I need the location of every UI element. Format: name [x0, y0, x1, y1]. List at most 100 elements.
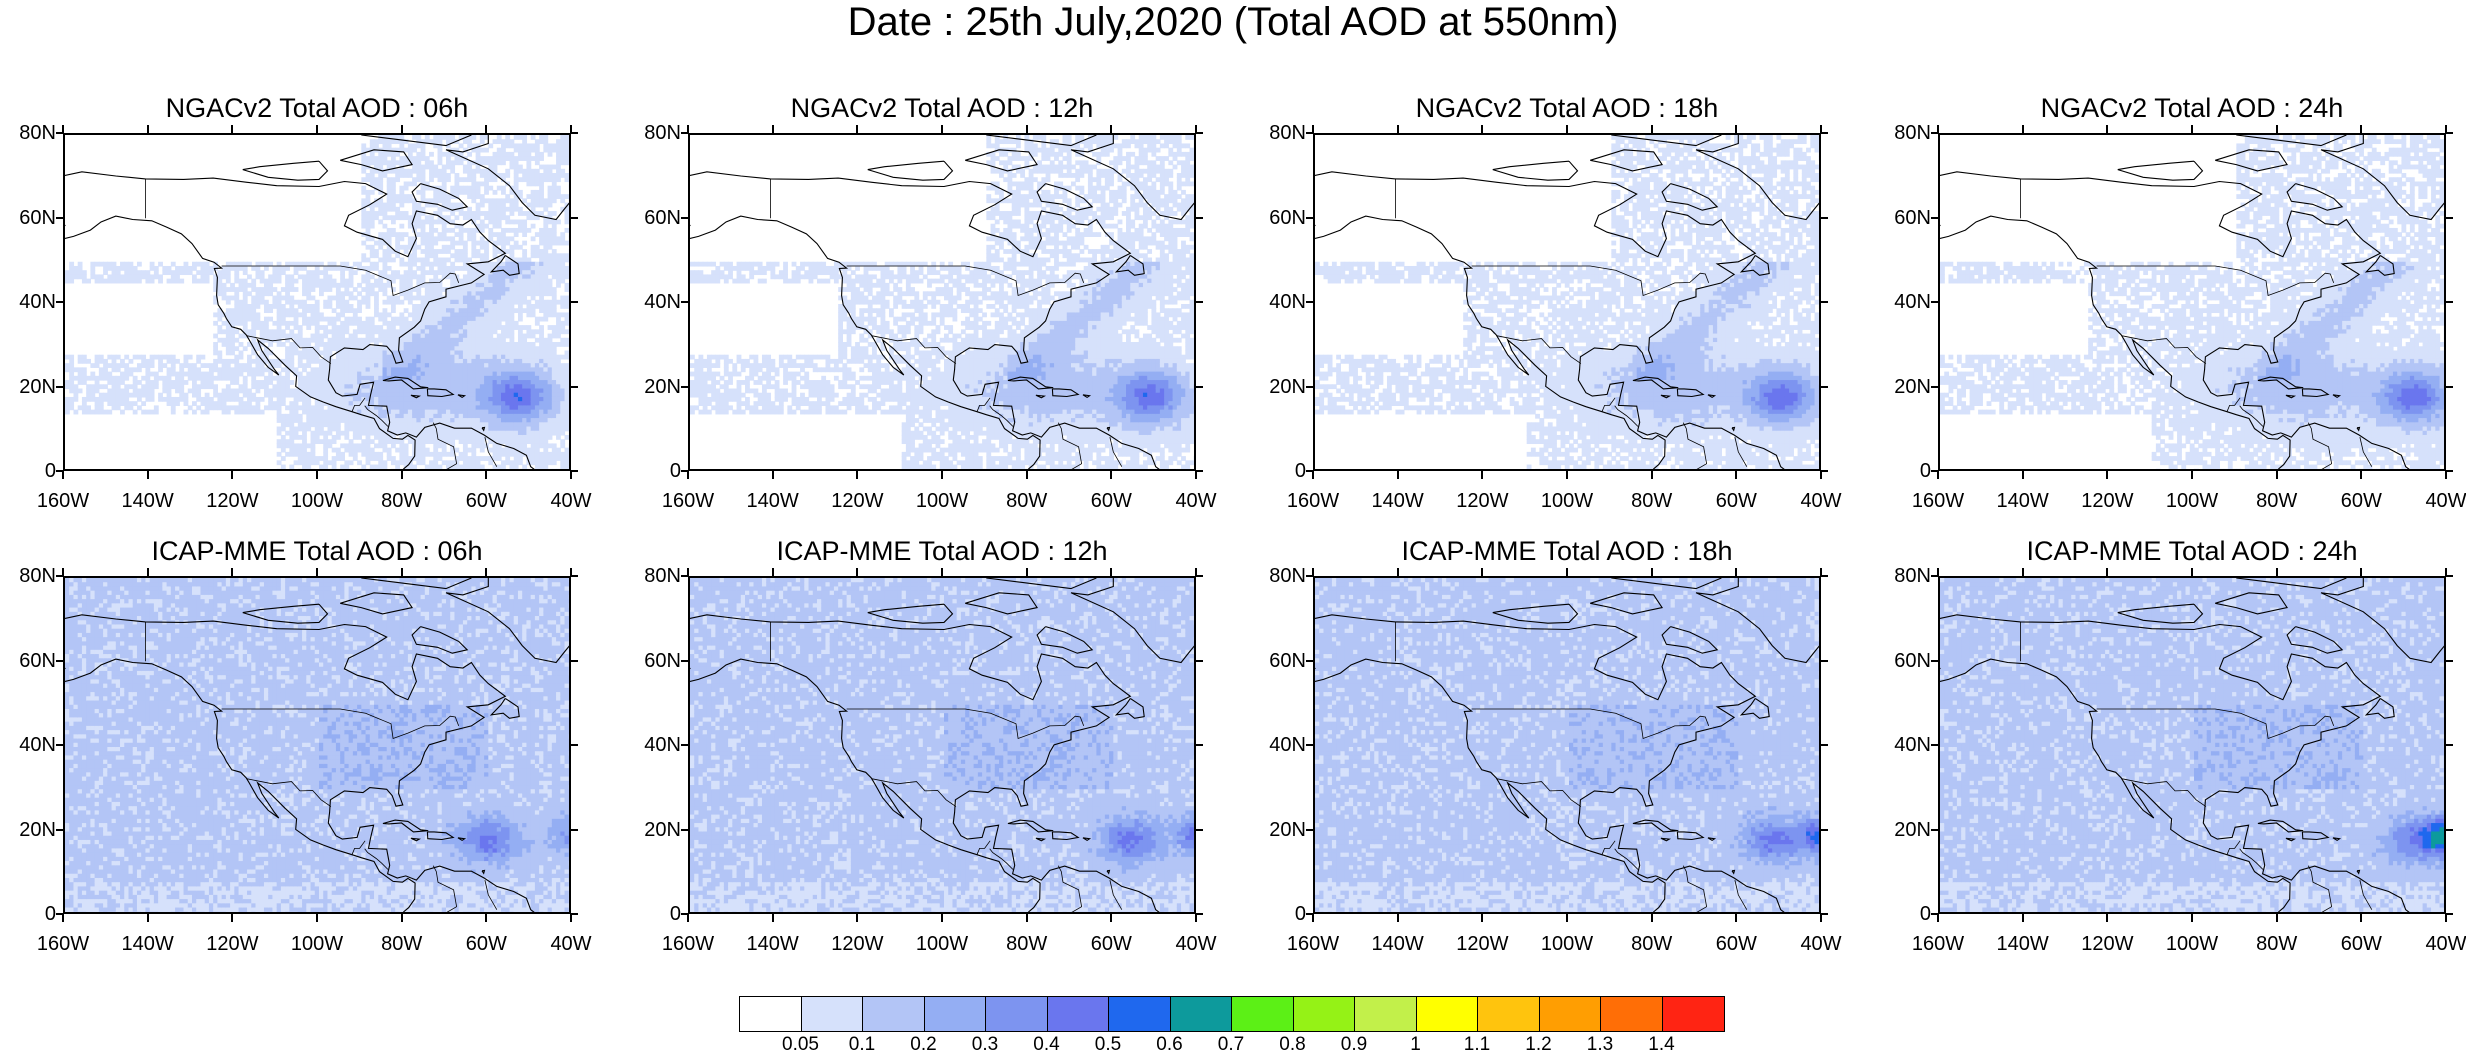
longitude-tick-label: 40W	[1781, 934, 1861, 954]
latitude-tick	[56, 575, 63, 577]
latitude-tick	[1306, 744, 1313, 746]
longitude-tick-label: 100W	[2152, 491, 2232, 511]
latitude-tick	[681, 385, 688, 388]
coastline	[361, 578, 472, 590]
colorbar-swatch	[924, 997, 986, 1031]
longitude-tick	[400, 914, 403, 922]
latitude-tick-right	[571, 659, 578, 662]
longitude-tick	[400, 471, 403, 479]
country-border	[2239, 848, 2264, 870]
coastline	[1492, 603, 1579, 624]
longitude-tick-top	[570, 568, 572, 576]
coastline	[457, 837, 467, 842]
coastline	[1940, 215, 2291, 469]
coastline	[965, 149, 1039, 172]
country-border	[2307, 422, 2333, 469]
longitude-tick-label: 120W	[2067, 491, 2147, 511]
longitude-tick-top	[1481, 125, 1484, 133]
map-plot-area	[688, 133, 1196, 471]
latitude-tick-label: 20N	[1250, 377, 1306, 397]
latitude-tick-label: 60N	[625, 651, 681, 671]
latitude-tick	[1306, 575, 1313, 577]
longitude-tick-label: 140W	[108, 934, 188, 954]
latitude-tick-label: 0	[1875, 461, 1931, 481]
coastline	[382, 376, 429, 390]
coastline	[1007, 819, 1054, 833]
coastline	[242, 603, 329, 624]
longitude-tick-label: 60W	[446, 491, 526, 511]
longitude-tick-top	[2360, 568, 2363, 576]
coastline	[2301, 388, 2330, 398]
longitude-tick-top	[1566, 125, 1568, 133]
coastline	[1315, 171, 1785, 469]
aod-map	[1315, 578, 1819, 912]
longitude-tick-label: 100W	[277, 491, 357, 511]
coastline	[481, 869, 486, 875]
coastline	[1051, 831, 1080, 841]
longitude-tick-top	[941, 568, 943, 576]
longitude-tick-label: 160W	[23, 491, 103, 511]
country-border	[1734, 437, 1748, 467]
latitude-tick-right	[1196, 659, 1203, 662]
country-border	[871, 778, 957, 807]
colorbar-tick-label: 1.1	[1447, 1035, 1507, 1055]
longitude-tick-label: 120W	[817, 934, 897, 954]
longitude-tick	[1735, 914, 1738, 922]
coastline	[2285, 394, 2297, 399]
latitude-tick-label: 80N	[625, 566, 681, 586]
longitude-tick	[771, 471, 774, 479]
colorbar-swatch	[801, 997, 863, 1031]
latitude-tick	[681, 216, 688, 219]
longitude-tick-label: 40W	[1156, 934, 1236, 954]
aod-shading	[65, 135, 569, 469]
longitude-tick-label: 100W	[1527, 491, 1607, 511]
country-border	[246, 335, 332, 364]
coastline	[2117, 603, 2204, 624]
aod-map	[690, 135, 1194, 469]
latitude-tick-right	[1821, 216, 1828, 219]
longitude-tick	[316, 914, 318, 922]
latitude-tick-right	[1821, 301, 1828, 303]
latitude-tick-right	[571, 385, 578, 388]
coastline	[65, 658, 416, 912]
coastline	[2257, 376, 2304, 390]
longitude-tick	[1025, 471, 1028, 479]
latitude-tick-right	[1821, 470, 1828, 472]
colorbar-tick-label: 1.3	[1570, 1035, 1630, 1055]
coastline	[445, 135, 569, 221]
figure-title: Date : 25th July,2020 (Total AOD at 550n…	[0, 0, 2466, 44]
coastline	[1036, 626, 1094, 654]
latitude-tick	[1931, 216, 1938, 219]
coastline	[2332, 394, 2342, 399]
latitude-tick-label: 20N	[625, 820, 681, 840]
coastline	[1035, 394, 1047, 399]
colorbar-swatch	[740, 997, 802, 1031]
colorbar-swatch	[1170, 997, 1232, 1031]
longitude-tick-top	[146, 568, 149, 576]
latitude-tick-right	[571, 828, 578, 831]
coastline	[382, 819, 429, 833]
longitude-tick-label: 80W	[362, 934, 442, 954]
map-plot-area	[1313, 133, 1821, 471]
longitude-tick	[146, 914, 149, 922]
longitude-tick	[1820, 471, 1822, 479]
longitude-tick	[2106, 914, 2109, 922]
latitude-tick-right	[1196, 301, 1203, 303]
longitude-tick-top	[485, 568, 488, 576]
longitude-tick	[570, 471, 572, 479]
aod-map	[1940, 578, 2444, 912]
panel-title: NGACv2 Total AOD : 06h	[63, 93, 571, 123]
coastline	[1739, 254, 1770, 276]
map-plot-area	[688, 576, 1196, 914]
aod-shading	[690, 578, 1194, 912]
country-border	[1057, 865, 1083, 912]
longitude-tick	[62, 471, 64, 479]
latitude-tick-label: 80N	[1250, 123, 1306, 143]
country-border	[2121, 778, 2207, 807]
longitude-tick-top	[1937, 125, 1939, 133]
coastline	[2257, 819, 2304, 833]
longitude-tick-top	[1195, 568, 1197, 576]
longitude-tick	[2106, 471, 2109, 479]
country-border	[976, 840, 991, 855]
latitude-tick	[1931, 470, 1938, 472]
